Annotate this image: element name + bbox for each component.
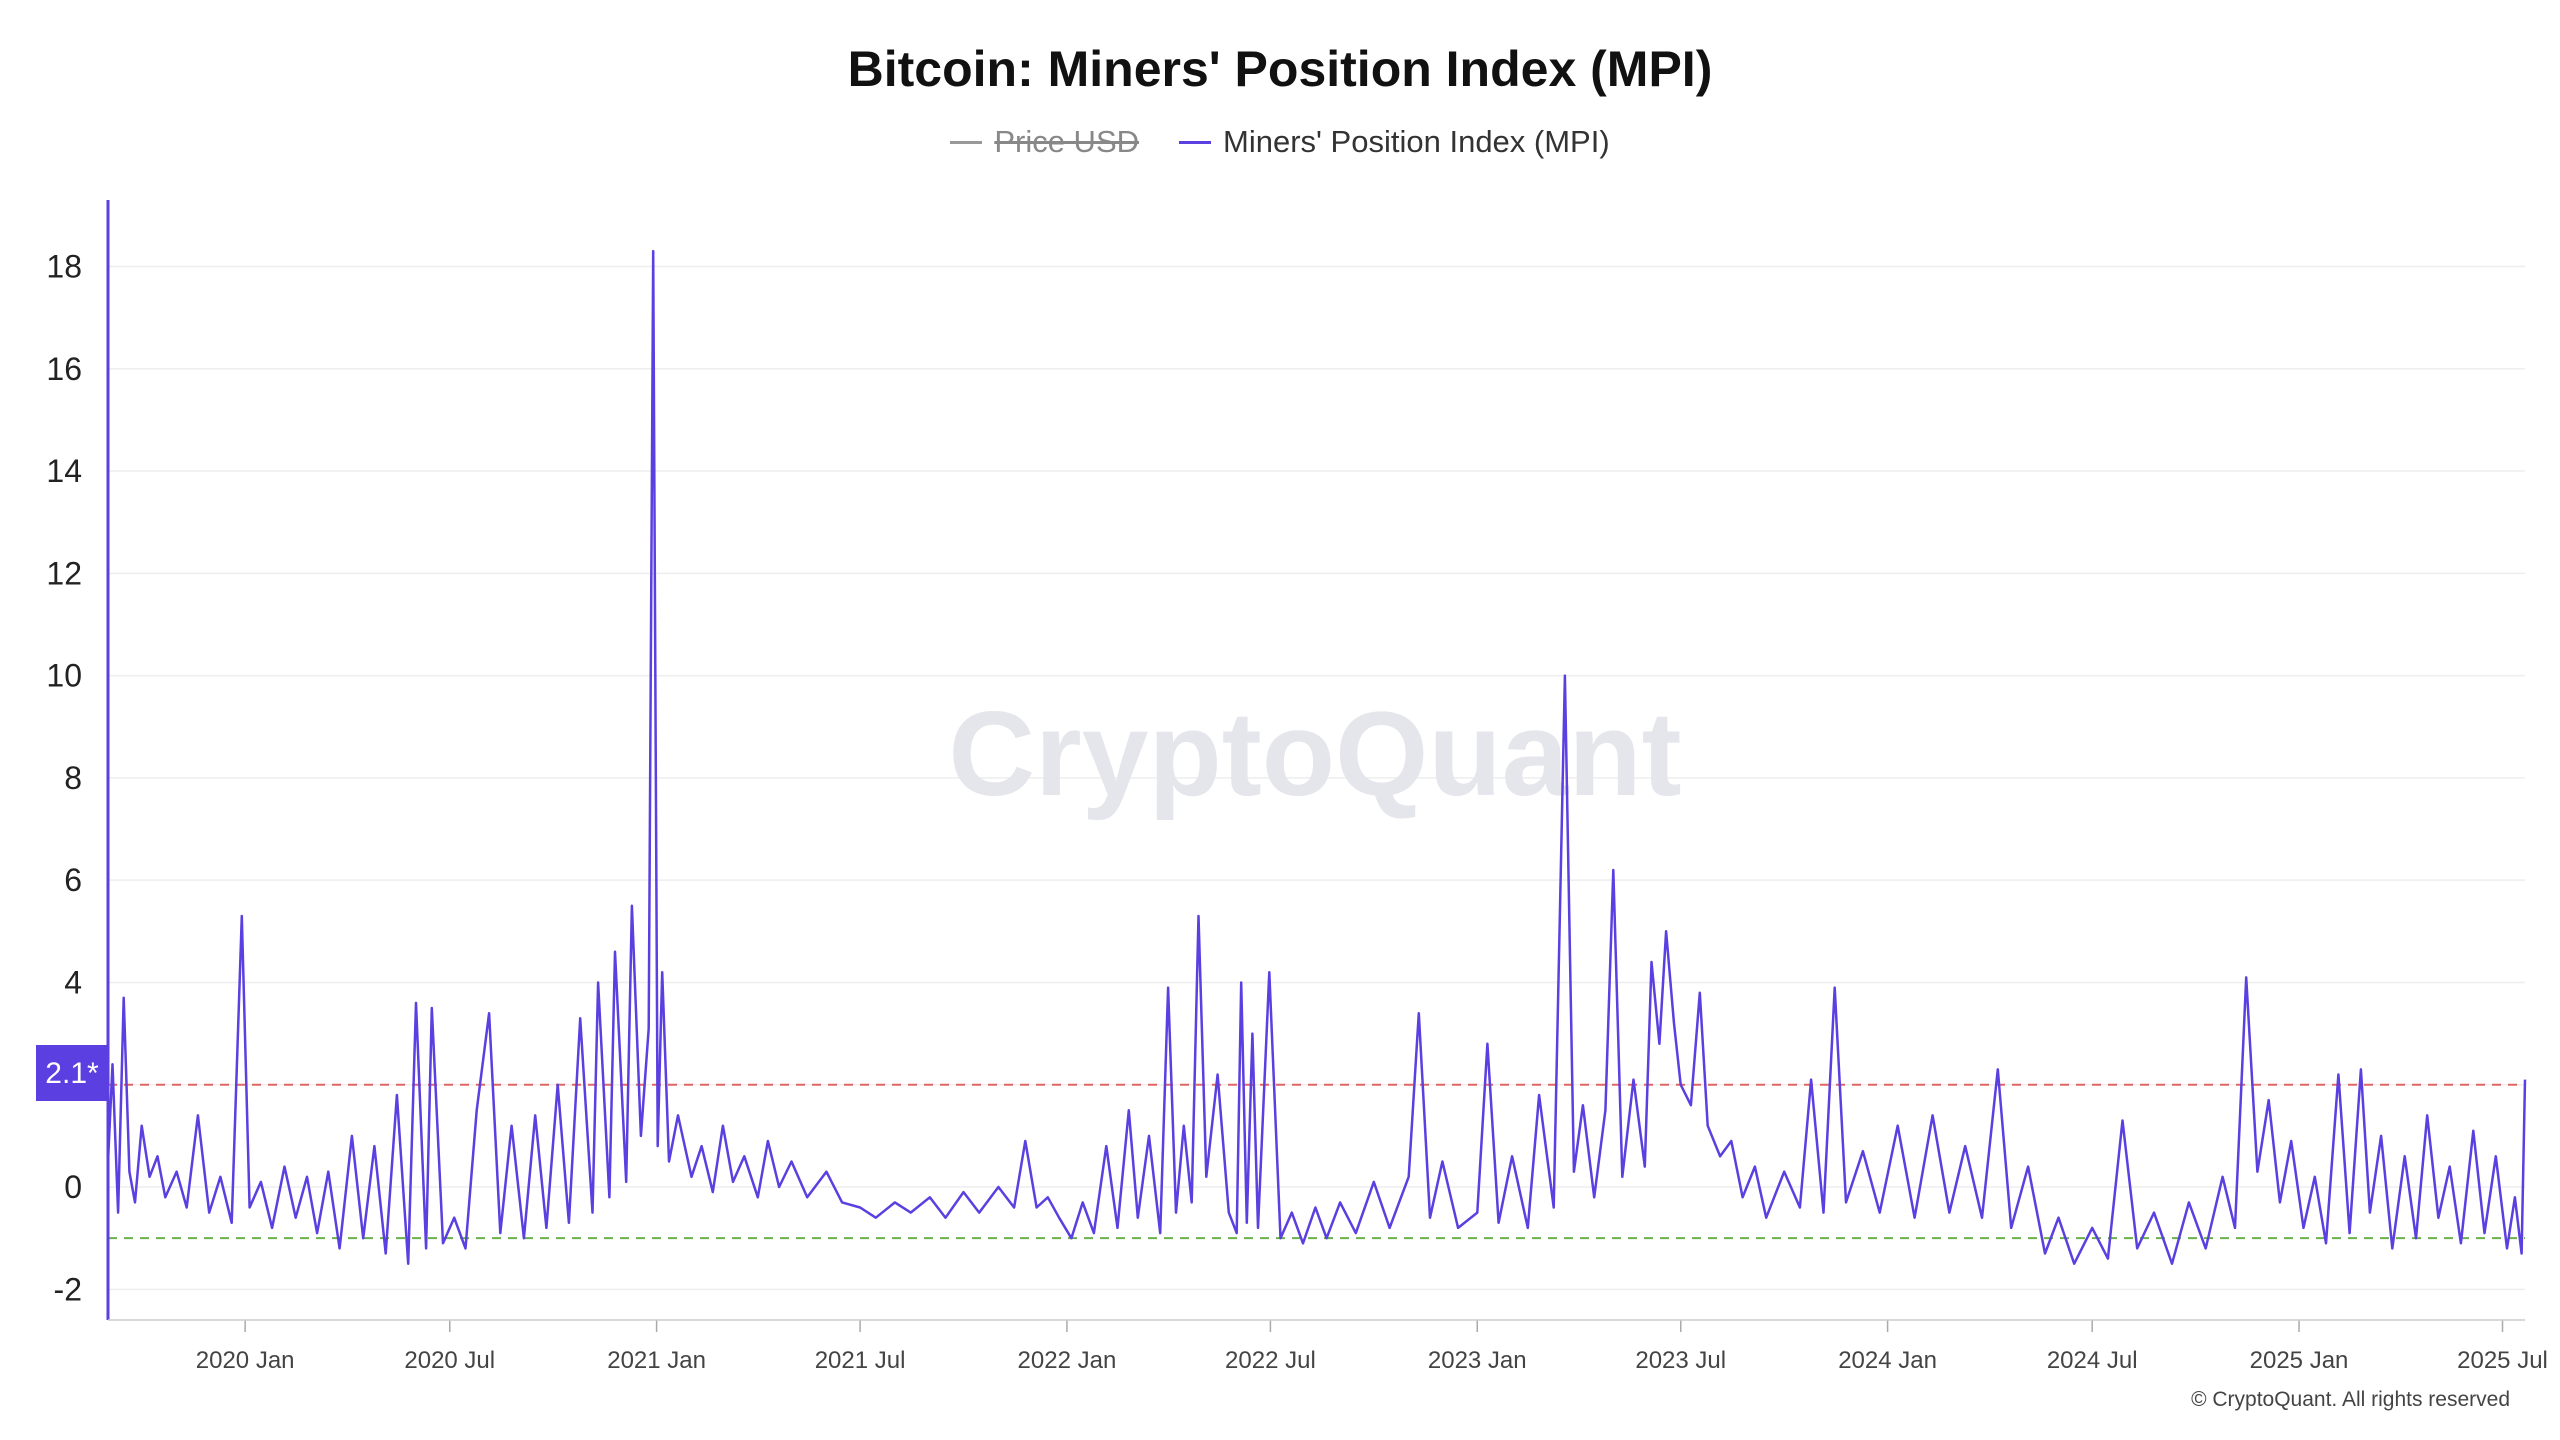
y-tick-label: -2 xyxy=(54,1271,82,1307)
y-tick-label: 4 xyxy=(64,964,82,1000)
x-tick-label: 2024 Jul xyxy=(2047,1347,2138,1374)
y-tick-label: 0 xyxy=(64,1169,82,1205)
y-tick-label: 14 xyxy=(46,453,82,489)
grid-lines xyxy=(108,265,2525,1291)
x-tick-label: 2020 Jul xyxy=(404,1347,495,1374)
y-tick-label: 16 xyxy=(46,351,82,387)
legend-label-price: Price USD xyxy=(994,124,1140,159)
watermark: CryptoQuant xyxy=(948,687,1681,821)
series-line-mpi xyxy=(106,249,2527,1265)
y-tick-label: 8 xyxy=(64,760,82,796)
legend: Price USD Miners' Position Index (MPI) xyxy=(0,124,2560,160)
x-tick-label: 2022 Jan xyxy=(1018,1347,1117,1374)
x-axis: 2020 Jan 2020 Jul 2021 Jan 2021 Jul 2022 Jan… xyxy=(196,1320,2548,1374)
chart-title: Bitcoin: Miners' Position Index (MPI) xyxy=(847,41,1713,97)
y-axis: -2 0 4 6 8 10 12 14 16 18 xyxy=(46,248,82,1307)
x-tick-label: 2020 Jan xyxy=(196,1347,295,1374)
reference-lines xyxy=(108,1083,2525,1240)
legend-item-mpi[interactable]: Miners' Position Index (MPI) xyxy=(1179,124,1610,160)
x-tick-label: 2024 Jan xyxy=(1838,1347,1937,1374)
x-tick-label: 2025 Jan xyxy=(2250,1347,2349,1374)
x-tick-label: 2021 Jul xyxy=(815,1347,906,1374)
legend-label-mpi: Miners' Position Index (MPI) xyxy=(1223,124,1610,159)
x-tick-label: 2021 Jan xyxy=(607,1347,706,1374)
y-tick-label: 12 xyxy=(46,555,82,591)
x-tick-label: 2023 Jul xyxy=(1635,1347,1726,1374)
legend-swatch-mpi xyxy=(1179,140,1212,144)
legend-item-price[interactable]: Price USD xyxy=(950,124,1139,160)
x-tick-label: 2023 Jan xyxy=(1428,1347,1527,1374)
y-tick-label: 6 xyxy=(64,862,82,898)
y-tick-label: 18 xyxy=(46,248,82,284)
x-tick-label: 2025 Jul xyxy=(2457,1347,2548,1374)
current-value-badge: 2.1* xyxy=(36,1045,108,1101)
y-tick-label: 10 xyxy=(46,658,82,694)
legend-swatch-price xyxy=(950,140,983,144)
copyright-notice: © CryptoQuant. All rights reserved xyxy=(2191,1388,2510,1411)
x-tick-label: 2022 Jul xyxy=(1225,1347,1316,1374)
current-value-label: 2.1* xyxy=(45,1057,99,1090)
